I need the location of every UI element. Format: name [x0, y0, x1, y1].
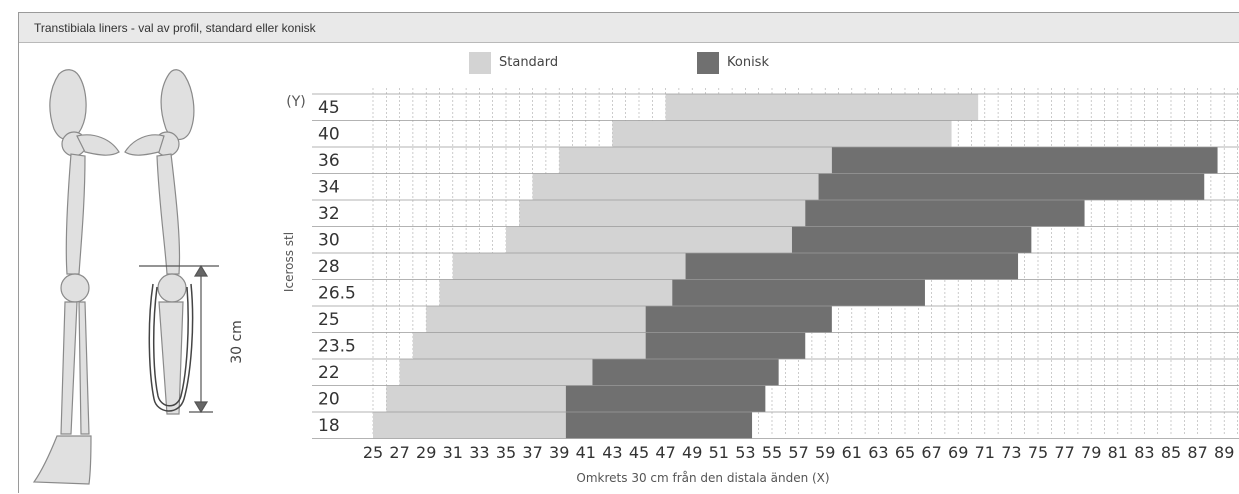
- x-tick-label: 47: [655, 443, 675, 462]
- x-tick-label: 45: [629, 443, 649, 462]
- x-tick-label: 81: [1108, 443, 1128, 462]
- panel-title: Transtibiala liners - val av profil, sta…: [34, 21, 316, 35]
- bar-konisk-26.5: [672, 279, 925, 306]
- bar-standard-18: [373, 412, 566, 439]
- y-axis-marker: (Y): [286, 94, 305, 110]
- right-leg-skeleton: [124, 69, 195, 415]
- x-tick-label: 55: [762, 443, 782, 462]
- bar-konisk-25: [645, 306, 832, 333]
- x-tick-label: 79: [1081, 443, 1101, 462]
- y-tick-label: 26.5: [318, 284, 356, 304]
- x-tick-label: 31: [443, 443, 463, 462]
- bar-standard-30: [506, 226, 792, 253]
- legend-label-konisk: Konisk: [727, 55, 769, 70]
- y-tick-label: 18: [318, 416, 340, 436]
- bar-konisk-20: [565, 385, 766, 412]
- x-tick-label: 71: [975, 443, 995, 462]
- y-tick-label: 45: [318, 98, 340, 118]
- bar-standard-45: [665, 94, 979, 121]
- x-tick-label: 49: [682, 443, 702, 462]
- x-axis-title: Omkrets 30 cm från den distala änden (X): [576, 471, 829, 485]
- x-tick-label: 51: [709, 443, 729, 462]
- bar-standard-23.5: [412, 332, 646, 359]
- bar-standard-40: [612, 120, 952, 147]
- x-tick-labels: 25 27 29 31 33 35 37 39 41 43 45 47 49 51 53 55 57 59 61 63…: [363, 443, 1235, 462]
- leg-skeleton-illustration: 30 cm: [32, 69, 245, 485]
- bar-konisk-34: [818, 173, 1205, 200]
- bar-konisk-22: [592, 359, 779, 386]
- x-tick-label: 35: [496, 443, 516, 462]
- bar-konisk-18: [565, 412, 753, 439]
- bar-konisk-23.5: [645, 332, 806, 359]
- chart-bars: [373, 94, 1218, 439]
- panel-header: Transtibiala liners - val av profil, sta…: [19, 13, 1239, 43]
- x-tick-label: 29: [416, 443, 436, 462]
- bar-standard-28: [452, 253, 686, 280]
- bar-standard-26.5: [439, 279, 673, 306]
- y-tick-label: 23.5: [318, 337, 356, 357]
- x-tick-label: 43: [602, 443, 622, 462]
- y-tick-label: 25: [318, 310, 340, 330]
- bar-standard-25: [426, 306, 646, 333]
- y-tick-label: 30: [318, 231, 340, 251]
- x-tick-label: 53: [735, 443, 755, 462]
- x-tick-label: 75: [1028, 443, 1048, 462]
- x-tick-label: 87: [1187, 443, 1207, 462]
- transtibial-liner-outline: [148, 283, 194, 412]
- x-tick-label: 61: [842, 443, 862, 462]
- bar-konisk-36: [831, 147, 1218, 174]
- measurement-label: 30 cm: [229, 320, 245, 364]
- x-tick-label: 25: [363, 443, 383, 462]
- row-separators: [312, 93, 1239, 439]
- x-tick-label: 65: [895, 443, 915, 462]
- x-tick-label: 39: [549, 443, 569, 462]
- y-tick-label: 32: [318, 204, 340, 224]
- y-tick-label: 34: [318, 178, 340, 198]
- x-tick-label: 41: [576, 443, 596, 462]
- bar-standard-20: [386, 385, 566, 412]
- y-tick-label: 40: [318, 125, 340, 145]
- legend-swatch-standard: [469, 52, 491, 74]
- legend-label-standard: Standard: [499, 55, 558, 70]
- x-tick-label: 85: [1161, 443, 1181, 462]
- bar-standard-34: [532, 173, 819, 200]
- left-leg-skeleton: [32, 69, 120, 485]
- x-tick-label: 33: [469, 443, 489, 462]
- x-tick-label: 37: [522, 443, 542, 462]
- x-tick-label: 73: [1001, 443, 1021, 462]
- x-tick-label: 77: [1054, 443, 1074, 462]
- y-tick-labels: 45 40 36 34 32 30 28 26.5 25 23.5 22 20 18: [318, 98, 356, 436]
- x-tick-label: 57: [788, 443, 808, 462]
- bar-konisk-32: [805, 200, 1085, 227]
- x-tick-label: 83: [1134, 443, 1154, 462]
- bar-standard-22: [399, 359, 593, 386]
- bar-standard-32: [519, 200, 806, 227]
- legend-swatch-konisk: [697, 52, 719, 74]
- x-tick-label: 69: [948, 443, 968, 462]
- chart-legend: Standard Konisk: [469, 52, 769, 74]
- bar-konisk-28: [685, 253, 1019, 280]
- y-tick-label: 20: [318, 390, 340, 410]
- measurement-arrow: [139, 264, 219, 414]
- y-tick-label: 22: [318, 363, 340, 383]
- x-tick-label: 89: [1214, 443, 1234, 462]
- bar-konisk-30: [791, 226, 1032, 253]
- y-tick-label: 36: [318, 151, 340, 171]
- y-axis-title: Iceross stl: [282, 232, 296, 292]
- x-tick-label: 59: [815, 443, 835, 462]
- bar-standard-36: [559, 147, 832, 174]
- y-tick-label: 28: [318, 257, 340, 277]
- x-tick-label: 27: [389, 443, 409, 462]
- x-tick-label: 67: [921, 443, 941, 462]
- x-tick-label: 63: [868, 443, 888, 462]
